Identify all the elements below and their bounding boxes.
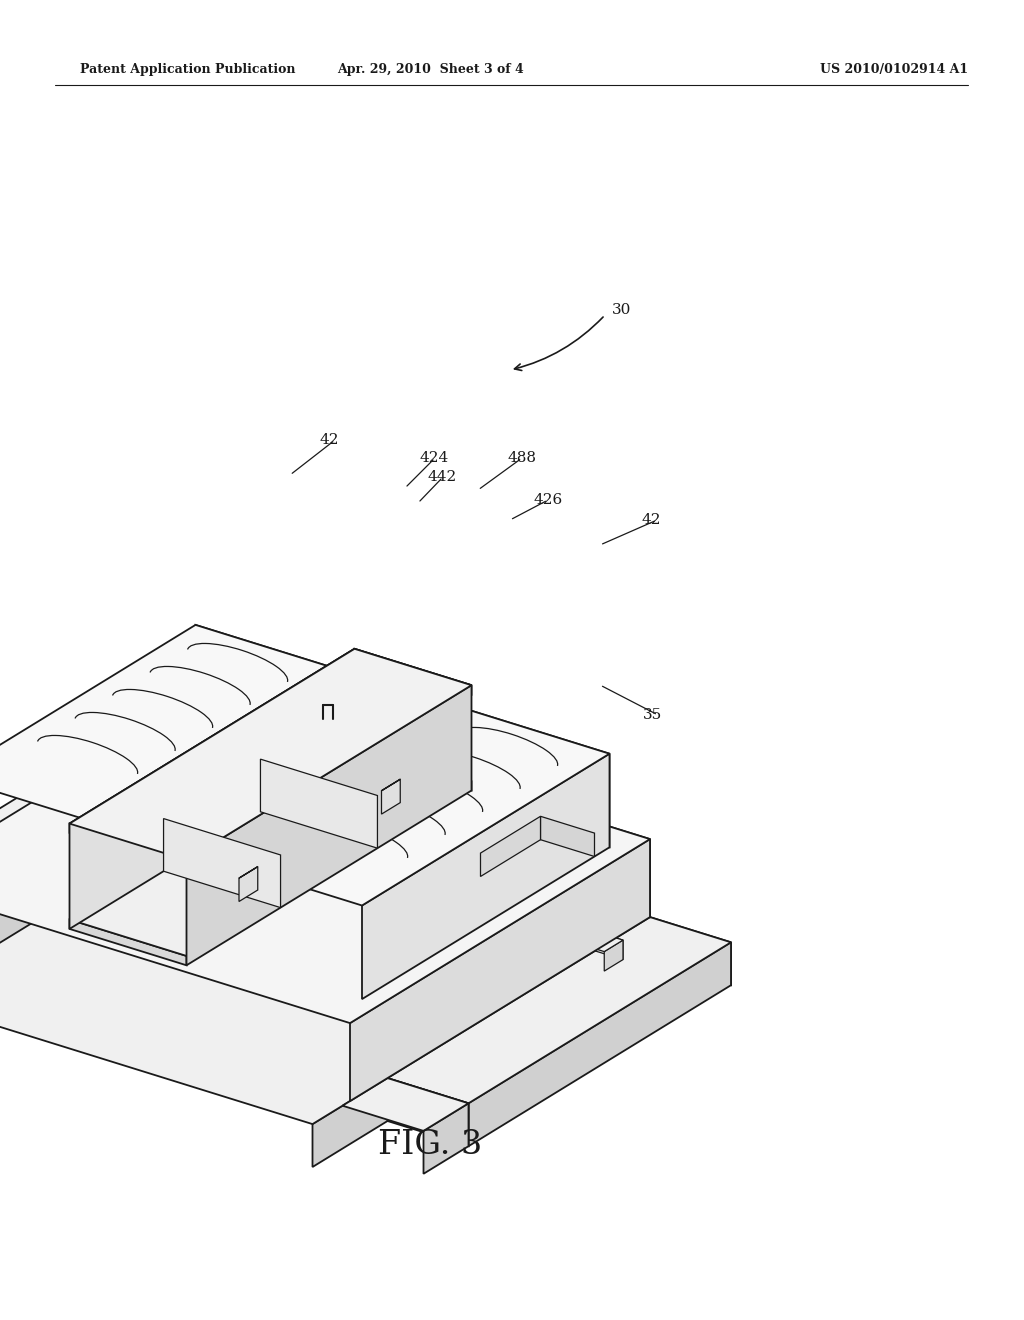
Polygon shape xyxy=(227,817,623,960)
Text: US 2010/0102914 A1: US 2010/0102914 A1 xyxy=(820,63,968,77)
Polygon shape xyxy=(382,779,400,791)
Polygon shape xyxy=(342,1078,469,1131)
Polygon shape xyxy=(70,649,354,929)
Polygon shape xyxy=(312,917,650,1167)
Text: 30: 30 xyxy=(612,304,632,317)
Polygon shape xyxy=(200,700,650,917)
Polygon shape xyxy=(0,700,650,1023)
Polygon shape xyxy=(70,649,471,861)
Polygon shape xyxy=(239,867,258,878)
Polygon shape xyxy=(70,649,471,861)
Text: 488: 488 xyxy=(507,451,536,465)
Polygon shape xyxy=(196,624,340,763)
Text: 42: 42 xyxy=(319,433,340,447)
Polygon shape xyxy=(650,917,731,985)
Polygon shape xyxy=(239,867,258,902)
Text: 42: 42 xyxy=(642,513,662,527)
Polygon shape xyxy=(70,920,186,965)
Polygon shape xyxy=(260,759,378,849)
Polygon shape xyxy=(387,1078,469,1146)
Polygon shape xyxy=(469,942,731,1146)
Polygon shape xyxy=(0,796,170,1008)
Text: Patent Application Publication: Patent Application Publication xyxy=(80,63,296,77)
Polygon shape xyxy=(164,818,281,908)
Polygon shape xyxy=(71,764,170,838)
Polygon shape xyxy=(354,649,471,694)
Polygon shape xyxy=(70,744,471,956)
Polygon shape xyxy=(541,816,595,857)
Polygon shape xyxy=(0,624,340,821)
Text: Apr. 29, 2010  Sheet 3 of 4: Apr. 29, 2010 Sheet 3 of 4 xyxy=(337,63,523,77)
Polygon shape xyxy=(466,709,609,847)
Polygon shape xyxy=(0,764,170,966)
Text: 440: 440 xyxy=(182,681,211,696)
Text: FIG. 3: FIG. 3 xyxy=(378,1129,482,1162)
Polygon shape xyxy=(387,917,731,1104)
Text: 442: 442 xyxy=(428,470,458,484)
Text: 48: 48 xyxy=(250,705,269,719)
Text: 35: 35 xyxy=(643,708,663,722)
Polygon shape xyxy=(208,817,623,952)
Text: 424: 424 xyxy=(420,451,450,465)
Polygon shape xyxy=(354,744,471,791)
Polygon shape xyxy=(200,777,650,960)
Polygon shape xyxy=(70,824,186,870)
Polygon shape xyxy=(350,840,650,1101)
Polygon shape xyxy=(424,1104,469,1173)
Polygon shape xyxy=(362,754,609,999)
Polygon shape xyxy=(480,816,541,876)
Polygon shape xyxy=(604,940,623,972)
Polygon shape xyxy=(92,669,340,915)
Polygon shape xyxy=(0,777,650,1125)
Text: 34: 34 xyxy=(445,783,464,797)
Text: 426: 426 xyxy=(534,492,562,507)
Polygon shape xyxy=(218,709,609,906)
Polygon shape xyxy=(382,779,400,814)
Polygon shape xyxy=(186,685,471,965)
